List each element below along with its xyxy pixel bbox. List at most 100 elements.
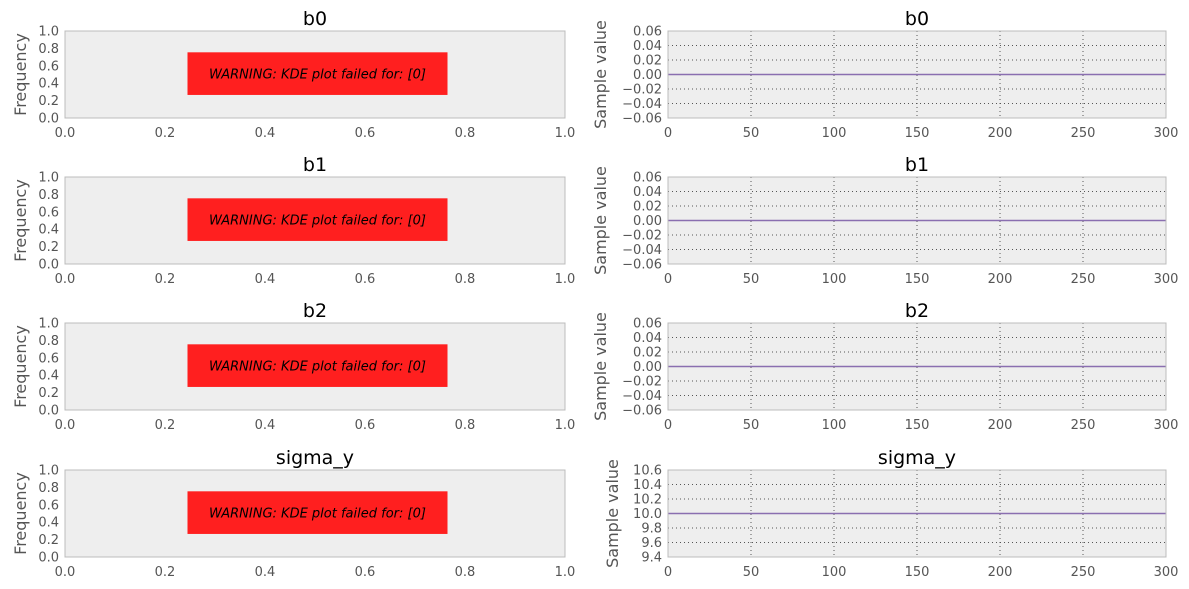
x-tick-label: 0.6 [355, 126, 376, 141]
y-tick-label: 0.2 [38, 94, 59, 109]
y-axis-label: Sample value [591, 166, 610, 275]
y-tick-label: 0.02 [633, 54, 662, 69]
y-tick-label: 1.0 [38, 171, 59, 186]
x-tick-label: 0.6 [355, 418, 376, 433]
y-tick-label: 0.4 [38, 223, 59, 238]
subplot-title: sigma_y [276, 447, 354, 469]
y-axis-label: Sample value [603, 459, 622, 568]
x-tick-label: 1.0 [555, 565, 576, 580]
y-tick-label: −0.02 [622, 229, 662, 244]
x-tick-label: 50 [743, 126, 760, 141]
y-tick-label: 0.6 [38, 498, 59, 513]
y-tick-label: 0.6 [38, 351, 59, 366]
y-tick-label: 10.0 [633, 507, 662, 522]
plot-frame [667, 30, 1167, 119]
y-tick-label: 0.00 [633, 214, 662, 229]
y-tick-label: 0.4 [38, 516, 59, 531]
kde-warning-box [187, 52, 448, 95]
subplot-kde-sigma-y: WARNING: KDE plot failed for: [0] 0.0 0.2 0… [11, 447, 575, 580]
y-tick-label: 0.8 [38, 481, 59, 496]
subplot-title: sigma_y [878, 447, 956, 469]
subplot-title: b1 [905, 154, 929, 176]
x-tick-label: 0.0 [55, 272, 76, 287]
y-tick-label: 0.2 [38, 240, 59, 255]
y-tick-label: 9.4 [641, 551, 662, 566]
x-tick-label: 0.6 [355, 272, 376, 287]
x-tick-label: 50 [743, 565, 760, 580]
x-tick-label: 0.0 [55, 126, 76, 141]
y-tick-label: −0.04 [622, 389, 662, 404]
x-tick-label: 1.0 [555, 418, 576, 433]
x-tick-label: 300 [1154, 565, 1179, 580]
x-tick-label: 250 [1071, 418, 1096, 433]
y-tick-label: 0.4 [38, 77, 59, 92]
plot-frame [64, 30, 566, 119]
y-axis-label: Frequency [11, 33, 30, 116]
y-tick-label: −0.06 [622, 404, 662, 419]
x-tick-label: 150 [905, 272, 930, 287]
y-tick-label: −0.04 [622, 97, 662, 112]
y-tick-label: 0.4 [38, 369, 59, 384]
x-tick-label: 200 [988, 126, 1013, 141]
y-tick-label: 0.6 [38, 59, 59, 74]
subplot-kde-b0: WARNING: KDE plot failed for: [0] 0.0 0.2 0… [11, 8, 575, 141]
x-tick-label: 100 [822, 126, 847, 141]
y-tick-label: 0.6 [38, 205, 59, 220]
y-tick-label: 0.04 [633, 185, 662, 200]
subplot-trace-sigma-y: 0 50 100 150 200 250 300 9.49.69.810.010.210.41… [603, 447, 1178, 580]
y-tick-label: 10.6 [633, 464, 662, 479]
x-tick-label: 50 [743, 272, 760, 287]
y-axis-label: Frequency [11, 472, 30, 555]
y-axis-label: Frequency [11, 325, 30, 408]
x-tick-label: 250 [1071, 565, 1096, 580]
y-tick-label: 0.02 [633, 200, 662, 215]
subplot-title: b0 [905, 8, 929, 30]
subplot-kde-b2: WARNING: KDE plot failed for: [0] 0.0 0.2 0… [11, 300, 575, 433]
y-tick-label: 0.0 [38, 551, 59, 566]
y-tick-label: 9.8 [641, 522, 662, 537]
x-tick-label: 0.8 [455, 565, 476, 580]
kde-warning-text: WARNING: KDE plot failed for: [0] [209, 507, 426, 522]
subplot-trace-b0: 0 50 100 150 200 250 300−0.06−0.04−0.020.000.0… [591, 8, 1178, 141]
y-tick-label: 0.00 [633, 68, 662, 83]
y-axis-label: Frequency [11, 179, 30, 262]
x-tick-label: 150 [905, 565, 930, 580]
x-tick-label: 300 [1154, 272, 1179, 287]
x-tick-label: 0 [664, 272, 672, 287]
x-tick-label: 0.8 [455, 272, 476, 287]
x-tick-label: 0.4 [255, 272, 276, 287]
kde-warning-text: WARNING: KDE plot failed for: [0] [209, 214, 426, 229]
x-tick-label: 0.2 [155, 272, 176, 287]
y-tick-label: −0.02 [622, 83, 662, 98]
x-tick-label: 0.4 [255, 126, 276, 141]
y-tick-label: −0.06 [622, 258, 662, 273]
kde-warning-box [187, 344, 448, 387]
subplot-title: b0 [303, 8, 327, 30]
x-tick-label: 0.8 [455, 418, 476, 433]
x-tick-label: 100 [822, 272, 847, 287]
x-tick-label: 1.0 [555, 126, 576, 141]
x-tick-label: 300 [1154, 126, 1179, 141]
y-tick-label: −0.04 [622, 243, 662, 258]
x-tick-label: 200 [988, 418, 1013, 433]
kde-warning-box [187, 491, 448, 534]
subplot-title: b2 [303, 300, 327, 322]
x-tick-label: 150 [905, 126, 930, 141]
x-tick-label: 0.6 [355, 565, 376, 580]
x-tick-label: 0 [664, 565, 672, 580]
y-tick-label: 0.00 [633, 360, 662, 375]
y-tick-label: 0.06 [633, 171, 662, 186]
y-tick-label: 1.0 [38, 25, 59, 40]
x-tick-label: 300 [1154, 418, 1179, 433]
y-tick-label: 0.06 [633, 317, 662, 332]
kde-warning-text: WARNING: KDE plot failed for: [0] [209, 360, 426, 375]
y-axis-label: Sample value [591, 20, 610, 129]
y-tick-label: 0.2 [38, 533, 59, 548]
x-tick-label: 0.0 [55, 418, 76, 433]
x-tick-label: 0.2 [155, 565, 176, 580]
kde-warning-text: WARNING: KDE plot failed for: [0] [209, 68, 426, 83]
y-tick-label: 0.0 [38, 112, 59, 127]
y-tick-label: 0.04 [633, 39, 662, 54]
plot-frame [667, 322, 1167, 411]
plot-frame [667, 176, 1167, 265]
